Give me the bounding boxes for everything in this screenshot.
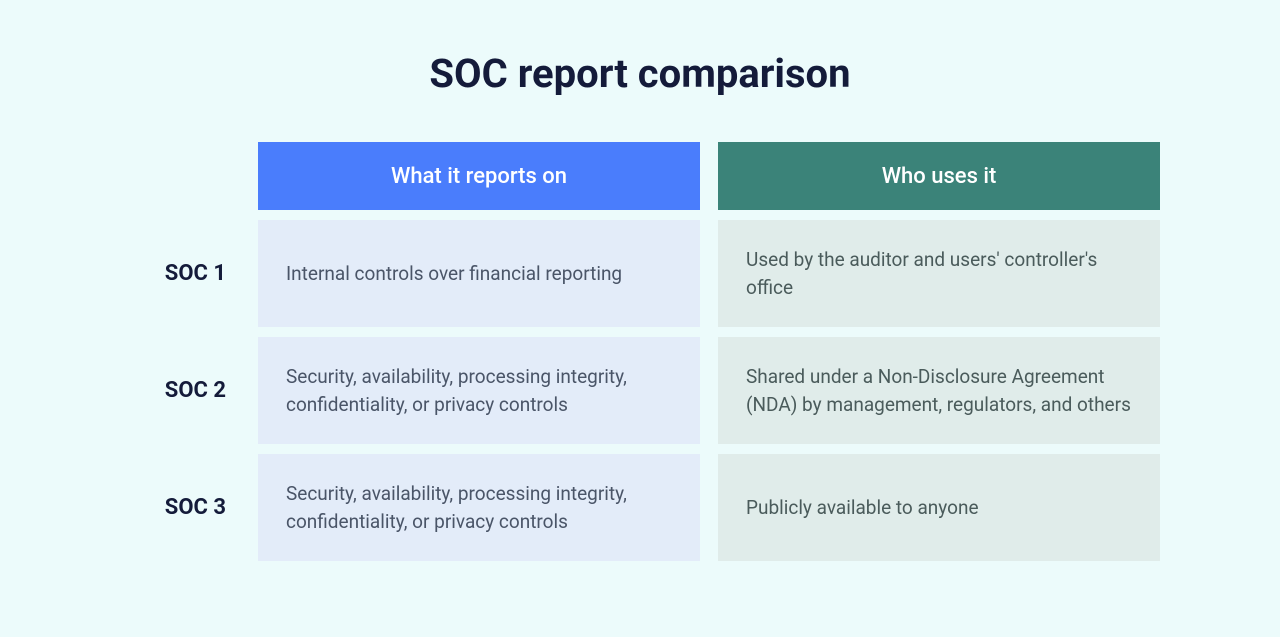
row-label-soc2: SOC 2 (120, 337, 240, 444)
row-label-soc1: SOC 1 (120, 220, 240, 327)
comparison-table: What it reports on Who uses it SOC 1 Int… (120, 142, 1160, 561)
row-label-soc3: SOC 3 (120, 454, 240, 561)
column-header-reports: What it reports on (258, 142, 700, 210)
column-header-uses: Who uses it (718, 142, 1160, 210)
cell-soc1-uses: Used by the auditor and users' controlle… (718, 220, 1160, 327)
cell-soc1-reports: Internal controls over financial reporti… (258, 220, 700, 327)
cell-soc2-reports: Security, availability, processing integ… (258, 337, 700, 444)
page-title: SOC report comparison (120, 50, 1160, 97)
cell-soc3-reports: Security, availability, processing integ… (258, 454, 700, 561)
cell-soc3-uses: Publicly available to anyone (718, 454, 1160, 561)
empty-corner-cell (120, 142, 240, 210)
cell-soc2-uses: Shared under a Non-Disclosure Agreement … (718, 337, 1160, 444)
